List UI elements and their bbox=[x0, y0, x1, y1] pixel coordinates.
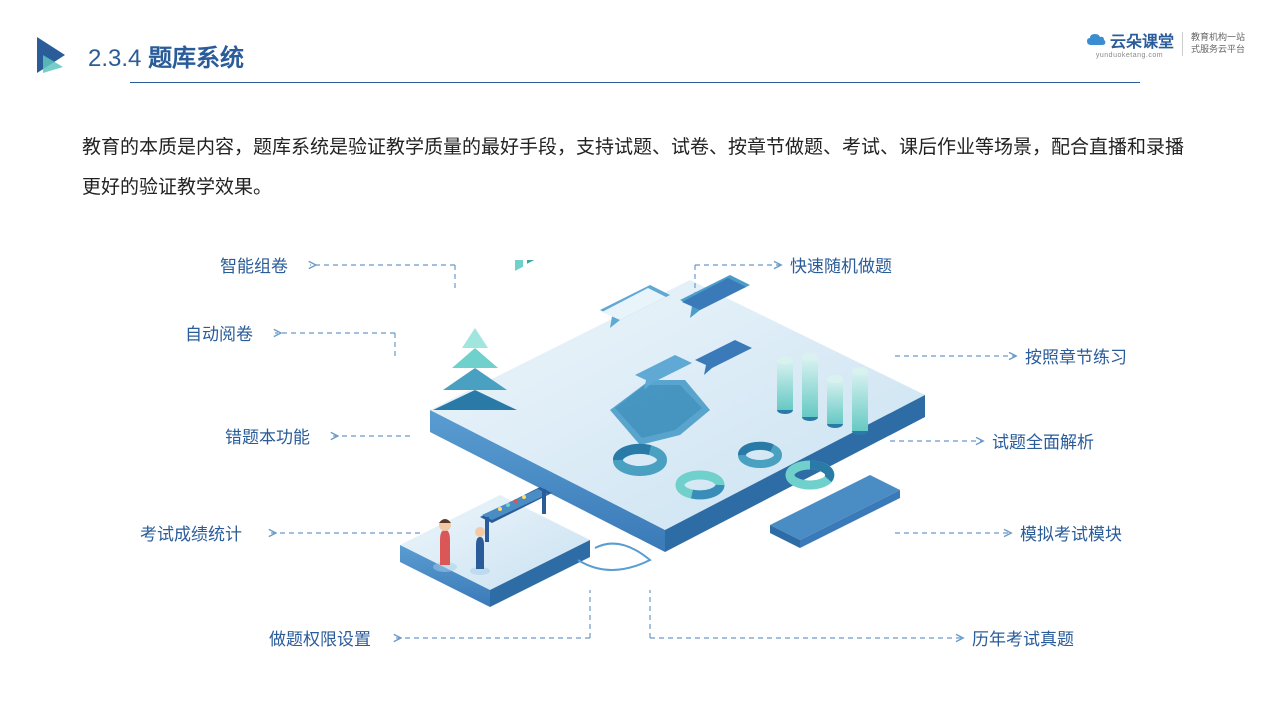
logo-tagline: 教育机构一站 式服务云平台 bbox=[1191, 32, 1245, 55]
description-text: 教育的本质是内容，题库系统是验证教学质量的最好手段，支持试题、试卷、按章节做题、… bbox=[82, 128, 1198, 208]
section-name: 题库系统 bbox=[148, 45, 244, 72]
feature-diagram: 智能组卷 自动阅卷 错题本功能 考试成绩统计 做题权限设置 快速随机做题 按照章… bbox=[0, 230, 1280, 680]
cloud-icon bbox=[1085, 32, 1107, 48]
logo-divider bbox=[1182, 32, 1183, 56]
logo-main: 云朵课堂 yunduoketang.com bbox=[1085, 28, 1174, 59]
feature-label: 智能组卷 bbox=[220, 252, 288, 277]
title-underline bbox=[130, 82, 1140, 83]
feature-label: 快速随机做题 bbox=[790, 252, 892, 277]
logo-domain: yunduoketang.com bbox=[1096, 52, 1163, 59]
logo-brand: 云朵课堂 bbox=[1110, 28, 1174, 52]
cloud-logo: 云朵课堂 bbox=[1085, 28, 1174, 52]
feature-label: 试题全面解析 bbox=[992, 428, 1094, 453]
feature-label: 错题本功能 bbox=[225, 423, 310, 448]
feature-label: 历年考试真题 bbox=[972, 625, 1074, 650]
feature-label: 模拟考试模块 bbox=[1020, 520, 1122, 545]
feature-label: 做题权限设置 bbox=[269, 625, 371, 650]
feature-label: 按照章节练习 bbox=[1025, 343, 1127, 368]
isometric-illustration bbox=[340, 260, 940, 640]
feature-label: 考试成绩统计 bbox=[140, 520, 242, 545]
section-title: 2.3.4 题库系统 bbox=[88, 38, 244, 73]
logo-block: 云朵课堂 yunduoketang.com 教育机构一站 式服务云平台 bbox=[1085, 28, 1245, 59]
slide-header: 2.3.4 题库系统 bbox=[35, 35, 244, 75]
feature-label: 自动阅卷 bbox=[185, 320, 253, 345]
arrow-play-icon bbox=[35, 35, 73, 75]
section-number: 2.3.4 bbox=[88, 45, 141, 72]
